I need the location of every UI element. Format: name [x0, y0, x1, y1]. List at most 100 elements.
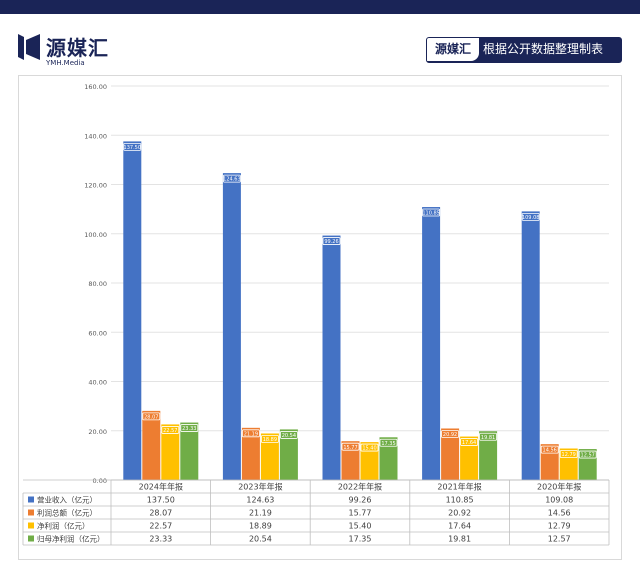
- data-label: 15.40: [362, 446, 376, 452]
- table-cell: 22.57: [149, 522, 172, 531]
- data-label: 124.63: [223, 177, 241, 183]
- table-cell: 17.64: [448, 522, 471, 531]
- bar: [322, 235, 341, 480]
- brand-name: 源媒汇: [46, 36, 109, 60]
- table-cell: 12.79: [548, 522, 571, 531]
- legend-label: 净利润（亿元）: [37, 521, 90, 531]
- bar: [222, 173, 241, 480]
- bar: [479, 431, 498, 480]
- data-label: 19.81: [481, 435, 495, 441]
- legend-swatch: [28, 535, 34, 542]
- data-label-box: [222, 174, 241, 183]
- data-label: 15.77: [343, 445, 357, 451]
- table-cell: 124.63: [246, 496, 274, 505]
- y-tick-label: 100.00: [84, 231, 107, 239]
- top-banner: [0, 0, 640, 14]
- brand-logo: 源媒汇 YMH.Media: [18, 32, 128, 72]
- x-tick-label: 2024年年报: [139, 482, 183, 492]
- table-cell: 21.19: [249, 509, 272, 518]
- y-tick-label: 140.00: [84, 132, 107, 140]
- table-cell: 99.26: [349, 496, 372, 505]
- table-cell: 17.35: [349, 535, 372, 544]
- table-cell: 15.77: [349, 509, 372, 518]
- data-label: 22.57: [163, 428, 177, 434]
- y-tick-label: 0.00: [93, 477, 107, 485]
- bar: [360, 442, 379, 480]
- x-tick-label: 2021年年报: [437, 482, 481, 492]
- y-tick-label: 40.00: [88, 379, 107, 387]
- table-cell: 20.54: [249, 535, 272, 544]
- legend-label: 利润总额（亿元）: [37, 508, 97, 518]
- table-cell: 12.57: [548, 535, 571, 544]
- data-label-box: [279, 431, 298, 439]
- data-label-box: [360, 443, 379, 452]
- bar: [241, 427, 260, 480]
- table-cell: 28.07: [149, 509, 172, 518]
- data-label-box: [180, 424, 199, 432]
- data-label-box: [578, 450, 597, 459]
- bar: [460, 436, 479, 480]
- data-label-box: [422, 208, 441, 217]
- data-label-box: [559, 450, 578, 458]
- table-cell: 18.89: [249, 522, 272, 531]
- table-cell: 109.08: [545, 496, 573, 505]
- bar: [180, 422, 199, 480]
- data-label: 14.56: [543, 448, 557, 454]
- bar: [441, 428, 460, 480]
- x-tick-label: 2023年年报: [238, 482, 282, 492]
- table-cell: 110.85: [446, 496, 474, 505]
- badge-text: 根据公开数据整理制表: [483, 42, 604, 56]
- data-label-box: [260, 435, 279, 443]
- data-label: 12.79: [562, 452, 576, 458]
- data-label-box: [540, 445, 559, 454]
- legend-swatch: [28, 522, 34, 529]
- data-label: 20.92: [443, 432, 457, 438]
- legend-swatch: [28, 496, 34, 503]
- legend-label: 营业收入（亿元）: [37, 495, 97, 505]
- data-label: 110.85: [422, 211, 440, 217]
- table-cell: 23.33: [149, 535, 172, 544]
- legend-label: 归母净利润（亿元）: [37, 534, 105, 544]
- bar: [521, 211, 540, 480]
- data-label: 99.26: [324, 239, 338, 245]
- data-label: 28.07: [144, 414, 158, 420]
- table-cell: 15.40: [349, 522, 372, 531]
- data-label-box: [341, 442, 360, 451]
- y-tick-label: 160.00: [84, 83, 107, 91]
- data-label: 17.64: [462, 440, 476, 446]
- data-label: 12.57: [581, 453, 595, 459]
- y-tick-label: 120.00: [84, 182, 107, 190]
- bar: [279, 429, 298, 480]
- data-label-box: [161, 426, 180, 434]
- data-label: 23.33: [182, 426, 196, 432]
- bar-chart: 0.00 20.00 40.00 60.00 80.00 100.00 120.00 140.…: [22, 83, 610, 546]
- table-cell: 19.81: [448, 535, 471, 544]
- bar: [260, 433, 279, 480]
- bar: [379, 437, 398, 480]
- legend-swatch: [28, 509, 34, 516]
- x-tick-label: 2020年年报: [537, 482, 581, 492]
- data-label: 20.54: [282, 433, 296, 439]
- x-tick-label: 2022年年报: [338, 482, 382, 492]
- data-label-box: [142, 412, 161, 421]
- data-label: 17.35: [381, 441, 395, 447]
- data-label-box: [521, 212, 540, 221]
- data-label-box: [322, 237, 341, 245]
- y-tick-label: 60.00: [88, 329, 107, 337]
- bar: [341, 441, 360, 480]
- badge-brand: 源媒汇: [427, 38, 479, 61]
- data-label-box: [379, 438, 398, 447]
- bar: [142, 410, 161, 480]
- source-badge: 源媒汇 根据公开数据整理制表: [426, 37, 622, 63]
- logo-mark-icon: [18, 34, 40, 60]
- brand-subtitle: YMH.Media: [46, 59, 85, 67]
- data-label: 109.08: [522, 215, 540, 221]
- chart-panel: 0.00 20.00 40.00 60.00 80.00 100.00 120.00 140.…: [18, 75, 622, 560]
- bar: [161, 424, 180, 480]
- table-cell: 137.50: [147, 496, 175, 505]
- bar: [422, 207, 441, 481]
- data-label: 137.50: [124, 145, 142, 151]
- y-tick-label: 80.00: [88, 280, 107, 288]
- data-label-box: [441, 430, 460, 438]
- data-label-box: [479, 432, 498, 441]
